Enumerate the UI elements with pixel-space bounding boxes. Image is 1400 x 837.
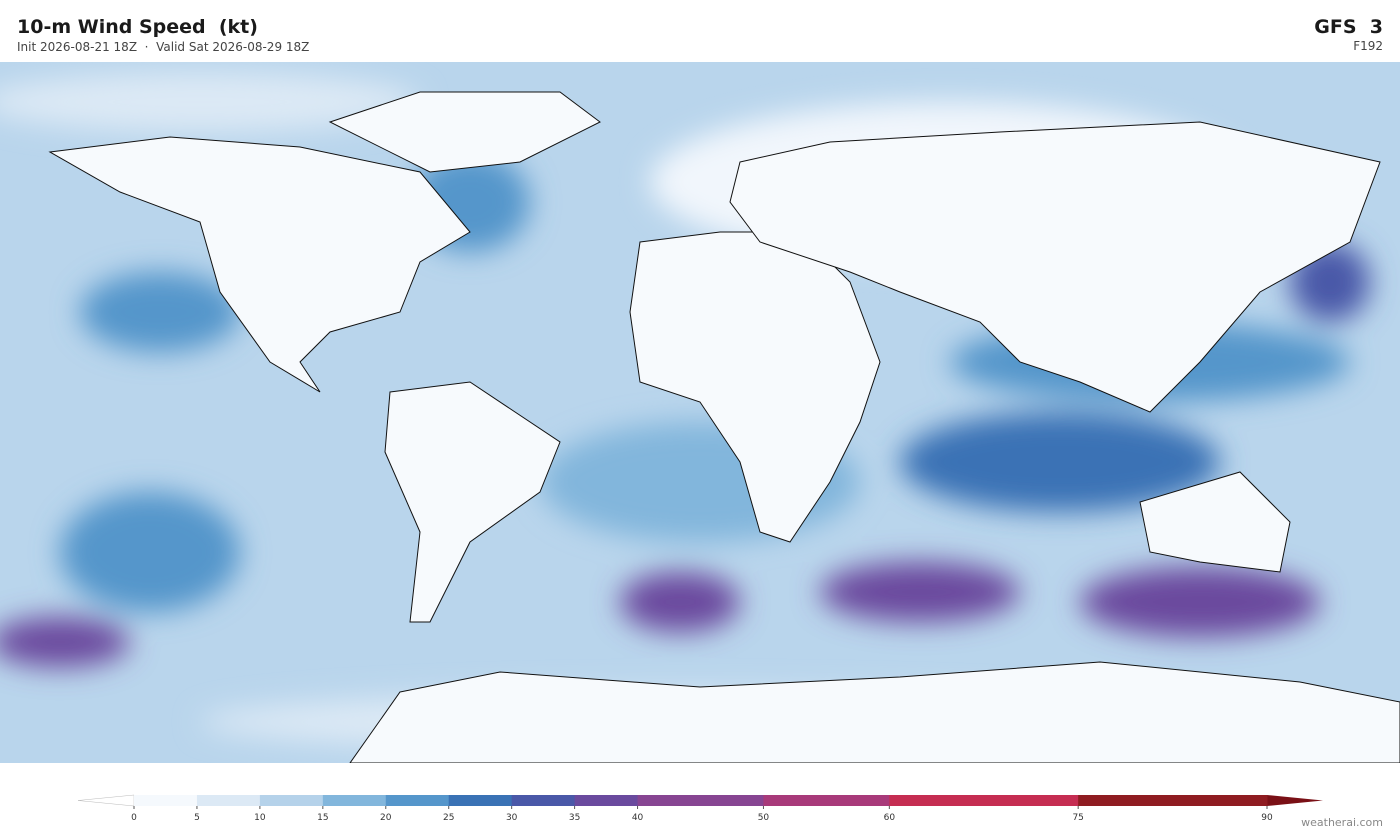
colorbar-under: [77, 794, 135, 807]
colorbar-tick-label: 20: [380, 813, 392, 823]
colorbar-tick-label: 0: [131, 813, 137, 823]
colorbar-tick-label: 40: [632, 813, 644, 823]
colorbar-tick-label: 15: [317, 813, 328, 823]
colorbar-over: [1267, 795, 1323, 806]
map-subtitle: Init 2026-08-21 18Z · Valid Sat 2026-08-…: [17, 40, 310, 54]
colorbar-bin: [385, 795, 450, 806]
map-title: 10-m Wind Speed (kt): [17, 16, 258, 38]
colorbar-tick-label: 90: [1261, 813, 1273, 823]
colorbar-bin: [134, 795, 198, 806]
forecast-hour: F192: [1353, 39, 1383, 53]
coastlines: [48, 91, 1400, 763]
colorbar-tick-label: 35: [569, 813, 580, 823]
colorbar-tick-label: 50: [758, 813, 770, 823]
colorbar-tick-label: 75: [1072, 813, 1083, 823]
colorbar-tick-label: 25: [443, 813, 454, 823]
colorbar-tick-label: 60: [884, 813, 896, 823]
colorbar-bin: [196, 795, 261, 806]
colorbar-bin: [322, 795, 387, 806]
colorbar-tick-label: 5: [194, 813, 200, 823]
colorbar-bin: [448, 795, 513, 806]
colorbar-bin: [637, 795, 764, 806]
colorbar-tick-label: 10: [254, 813, 266, 823]
wind-map: [0, 62, 1400, 763]
colorbar-bin: [763, 795, 890, 806]
colorbar-bin: [1078, 795, 1268, 806]
colorbar-bin: [889, 795, 1079, 806]
colorbar-bin: [574, 795, 639, 806]
colorbar-bin: [511, 795, 576, 806]
credit: weatherai.com: [1301, 816, 1383, 829]
colorbar-bin: [259, 795, 324, 806]
colorbar: 0 5 10 15 20 25 30 35 40 50 60 75 90: [77, 794, 1323, 823]
colorbar-tick-label: 30: [506, 813, 518, 823]
model-name: GFS 3: [1314, 16, 1383, 38]
